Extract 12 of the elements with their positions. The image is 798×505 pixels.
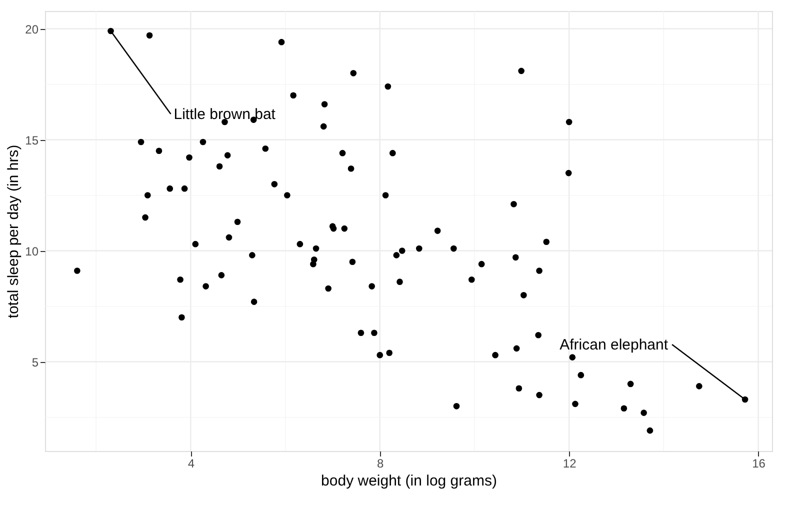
y-tick-label: 5 [32, 355, 39, 370]
y-tick-label: 10 [25, 244, 39, 258]
x-tick-label: 4 [188, 456, 195, 470]
x-tick-label: 12 [562, 456, 577, 470]
y-axis-title: total sleep per day (in hrs) [5, 144, 22, 318]
x-tick-label: 16 [752, 456, 766, 470]
y-tick-label: 15 [25, 133, 39, 148]
y-tick-label: 20 [25, 22, 39, 36]
annotation: Little brown bat [174, 106, 276, 123]
x-tick-label: 8 [377, 456, 384, 470]
x-axis-title: body weight (in log grams) [321, 472, 497, 490]
annotation: African elephant [560, 336, 669, 354]
